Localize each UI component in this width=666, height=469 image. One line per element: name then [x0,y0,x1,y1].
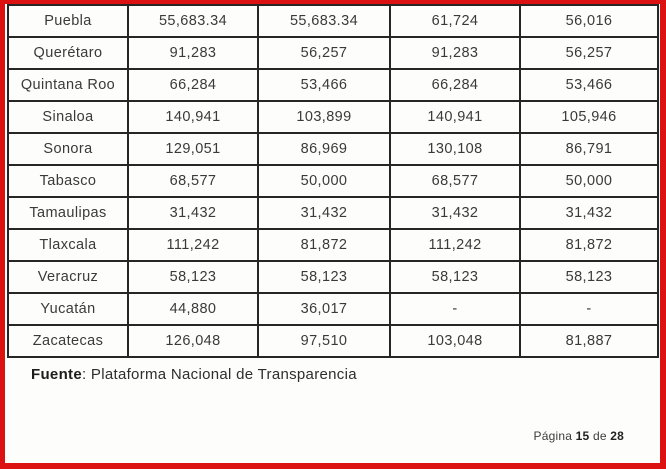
value-cell: 55,683.34 [127,4,259,38]
value-cell: 56,257 [519,36,659,70]
page-number-current: 15 [575,429,590,443]
page-number-separator: de [592,429,607,443]
table-row: Zacatecas 126,048 97,510 103,048 81,887 [7,324,659,358]
value-cell: 53,466 [257,68,391,102]
value-cell: 58,123 [389,260,521,294]
value-cell: 61,724 [389,4,521,38]
state-name-cell: Veracruz [7,260,129,294]
state-name-cell: Quintana Roo [7,68,129,102]
page-number-prefix: Página [533,429,573,443]
table-row: Puebla 55,683.34 55,683.34 61,724 56,016 [7,4,659,38]
value-cell: 31,432 [257,196,391,230]
value-cell: 66,284 [389,68,521,102]
value-cell: 105,946 [519,100,659,134]
value-cell: 50,000 [257,164,391,198]
value-cell: 31,432 [389,196,521,230]
state-name-cell: Sonora [7,132,129,166]
value-cell: - [389,292,521,326]
value-cell: 103,899 [257,100,391,134]
value-cell: 86,969 [257,132,391,166]
table-row: Tabasco 68,577 50,000 68,577 50,000 [7,164,659,198]
state-name-cell: Zacatecas [7,324,129,358]
value-cell: 130,108 [389,132,521,166]
table-row: Tlaxcala 111,242 81,872 111,242 81,872 [7,228,659,262]
value-cell: 56,016 [519,4,659,38]
state-name-cell: Yucatán [7,292,129,326]
value-cell: 31,432 [519,196,659,230]
table-row: Yucatán 44,880 36,017- - [7,292,659,326]
value-cell: 55,683.34 [257,4,391,38]
table-row: Veracruz 58,123 58,123 58,123 58,123 [7,260,659,294]
value-cell: 56,257 [257,36,391,70]
value-cell: 66,284 [127,68,259,102]
value-cell: - [519,292,659,326]
table-row: Sinaloa 140,941 103,899 140,941 105,946 [7,100,659,134]
value-cell: 68,577 [127,164,259,198]
value-cell: 111,242 [389,228,521,262]
value-cell: 53,466 [519,68,659,102]
value-cell: 50,000 [519,164,659,198]
state-name-cell: Sinaloa [7,100,129,134]
value-cell: 44,880 [127,292,259,326]
page-number: Página 15 de 28 [534,429,624,443]
source-note: Fuente: Plataforma Nacional de Transpare… [31,366,660,383]
state-name-cell: Tlaxcala [7,228,129,262]
value-cell: 81,872 [257,228,391,262]
value-cell: 126,048 [127,324,259,358]
value-cell: 81,872 [519,228,659,262]
value-cell: 81,887 [519,324,659,358]
table-body: Puebla 55,683.34 55,683.34 61,724 56,016 Quer… [7,4,659,358]
value-cell: 36,017 [257,292,391,326]
table-row: Quintana Roo 66,284 53,466 66,284 53,466 [7,68,659,102]
value-cell: 86,791 [519,132,659,166]
value-cell: 140,941 [389,100,521,134]
source-note-label: Fuente [31,366,82,383]
state-name-cell: Tabasco [7,164,129,198]
source-note-text: : Plataforma Nacional de Transparencia [81,366,357,383]
state-name-cell: Tamaulipas [7,196,129,230]
value-cell: 97,510 [257,324,391,358]
page-number-total: 28 [610,429,624,443]
table-row: Tamaulipas 31,432 31,432 31,432 31,432 [7,196,659,230]
value-cell: 140,941 [127,100,259,134]
value-cell: 111,242 [127,228,259,262]
value-cell: 129,051 [127,132,259,166]
value-cell: 58,123 [519,260,659,294]
value-cell: 58,123 [127,260,259,294]
value-cell: 58,123 [257,260,391,294]
table-row: Querétaro 91,283 56,257 91,283 56,257 [7,36,659,70]
state-name-cell: Querétaro [7,36,129,70]
value-cell: 68,577 [389,164,521,198]
value-cell: 103,048 [389,324,521,358]
state-name-cell: Puebla [7,4,129,38]
value-cell: 91,283 [389,36,521,70]
table-row: Sonora 129,051 86,969 130,108 86,791 [7,132,659,166]
value-cell: 91,283 [127,36,259,70]
states-data-table: Puebla 55,683.34 55,683.34 61,724 56,016 Quer… [7,4,659,358]
value-cell: 31,432 [127,196,259,230]
